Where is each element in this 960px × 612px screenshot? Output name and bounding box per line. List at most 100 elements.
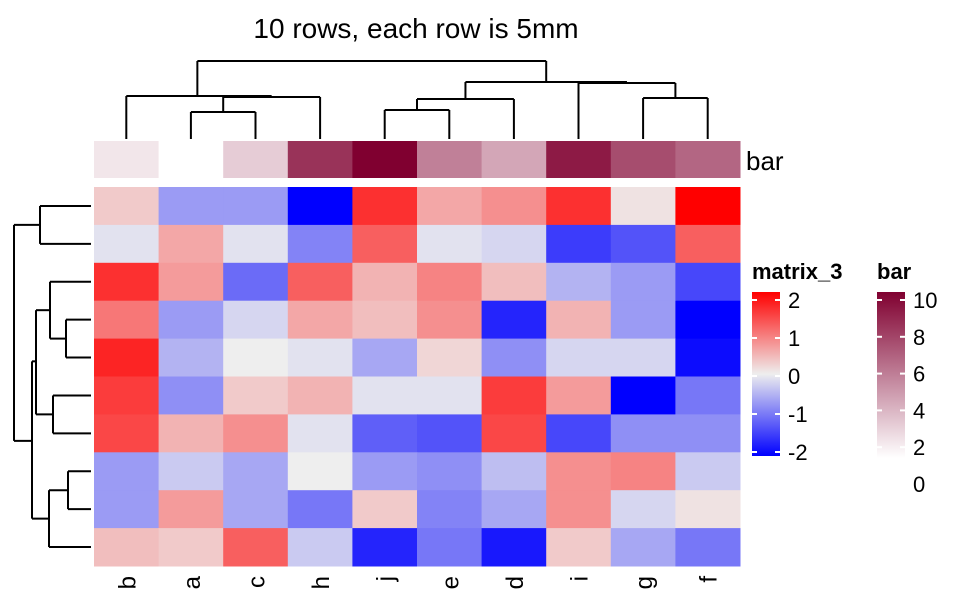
heatmap-cell <box>675 452 741 491</box>
heatmap-cell <box>675 414 741 453</box>
bar-legend-tick-label: 0 <box>913 472 925 497</box>
heatmap-cell <box>481 376 547 415</box>
heatmap-cell <box>158 490 224 529</box>
heatmap-cell <box>94 224 160 264</box>
heatmap-cell <box>352 452 418 491</box>
heatmap-cell <box>417 224 483 264</box>
heatmap-cell <box>287 338 353 377</box>
heatmap-cell <box>223 224 289 264</box>
matrix-legend-tick-label: 0 <box>788 364 800 389</box>
heatmap-cell <box>546 224 612 264</box>
heatmap-cell <box>610 376 676 415</box>
heatmap-cell <box>481 490 547 529</box>
heatmap-cell <box>94 528 160 567</box>
heatmap-cell <box>158 224 224 264</box>
bar-legend: bar 10 8 6 4 2 0 <box>877 259 937 497</box>
heatmap-cell <box>352 338 418 377</box>
heatmap-cell <box>94 452 160 491</box>
heatmap-cell <box>287 452 353 491</box>
heatmap-cell <box>287 300 353 340</box>
heatmap-cell <box>610 338 676 377</box>
heatmap-cell <box>675 490 741 529</box>
heatmap-cell <box>417 376 483 415</box>
bar-legend-tick-label: 6 <box>913 362 925 387</box>
heatmap-cell <box>287 262 353 302</box>
heatmap-cell <box>223 300 289 340</box>
column-label: f <box>696 576 723 583</box>
column-label: h <box>308 576 335 589</box>
heatmap-cell <box>417 262 483 302</box>
heatmap-cell <box>223 414 289 453</box>
heatmap-cell <box>223 452 289 491</box>
heatmap-cell <box>546 414 612 453</box>
heatmap-cell <box>610 300 676 340</box>
heatmap-cell <box>287 528 353 567</box>
heatmap-cell <box>675 224 741 264</box>
heatmap-cell <box>675 300 741 340</box>
bar-legend-title: bar <box>877 259 912 284</box>
heatmap-cell <box>417 452 483 491</box>
bar-annotation-cell <box>158 141 224 178</box>
heatmap-cell <box>223 187 289 226</box>
column-dendrogram <box>125 60 709 139</box>
row-dendrogram <box>13 204 91 549</box>
heatmap-cell <box>417 300 483 340</box>
heatmap-cell <box>481 262 547 302</box>
heatmap-cell <box>481 414 547 453</box>
heatmap-cell <box>223 490 289 529</box>
heatmap-cell <box>546 300 612 340</box>
heatmap-cell <box>287 224 353 264</box>
heatmap-cells <box>94 187 741 567</box>
bar-annotation-cell <box>352 141 418 178</box>
heatmap-cell <box>287 490 353 529</box>
bar-annotation-cell <box>546 141 612 178</box>
column-label: i <box>567 576 594 581</box>
heatmap-cell <box>675 187 741 226</box>
heatmap-cell <box>158 414 224 453</box>
heatmap-cell <box>352 490 418 529</box>
bar-legend-tick-label: 8 <box>913 325 925 350</box>
matrix-legend-tick-label: 1 <box>788 326 800 351</box>
heatmap-cell <box>675 528 741 567</box>
heatmap-cell <box>546 338 612 377</box>
column-label: e <box>437 576 464 589</box>
heatmap-cell <box>417 490 483 529</box>
heatmap-cell <box>675 338 741 377</box>
heatmap-cell <box>481 338 547 377</box>
heatmap-cell <box>158 452 224 491</box>
heatmap-cell <box>352 300 418 340</box>
heatmap-cell <box>481 452 547 491</box>
bar-annotation-cell <box>417 141 483 178</box>
matrix-legend-tick-label: -2 <box>788 440 808 465</box>
matrix-legend: matrix_3 2 1 0 -1 -2 <box>752 259 843 465</box>
heatmap-cell <box>546 187 612 226</box>
heatmap-cell <box>610 490 676 529</box>
matrix-legend-title: matrix_3 <box>752 259 843 284</box>
column-label: j <box>373 576 400 582</box>
heatmap-cell <box>94 414 160 453</box>
heatmap-cell <box>546 490 612 529</box>
heatmap-cell <box>158 187 224 226</box>
heatmap-cell <box>287 414 353 453</box>
heatmap-cell <box>158 338 224 377</box>
heatmap-cell <box>223 528 289 567</box>
heatmap-cell <box>158 528 224 567</box>
heatmap-cell <box>223 262 289 302</box>
column-label: a <box>179 575 206 589</box>
heatmap-cell <box>287 187 353 226</box>
bar-annotation-cell <box>94 141 160 178</box>
heatmap-cell <box>94 262 160 302</box>
bar-annotation-cell <box>610 141 676 178</box>
bar-annotation-cell <box>675 141 741 178</box>
heatmap-cell <box>287 376 353 415</box>
heatmap-cell <box>546 376 612 415</box>
column-label: c <box>244 576 271 588</box>
heatmap-cell <box>94 376 160 415</box>
heatmap-cell <box>352 528 418 567</box>
heatmap-cell <box>94 300 160 340</box>
heatmap-cell <box>223 376 289 415</box>
heatmap-cell <box>481 300 547 340</box>
heatmap-cell <box>352 224 418 264</box>
